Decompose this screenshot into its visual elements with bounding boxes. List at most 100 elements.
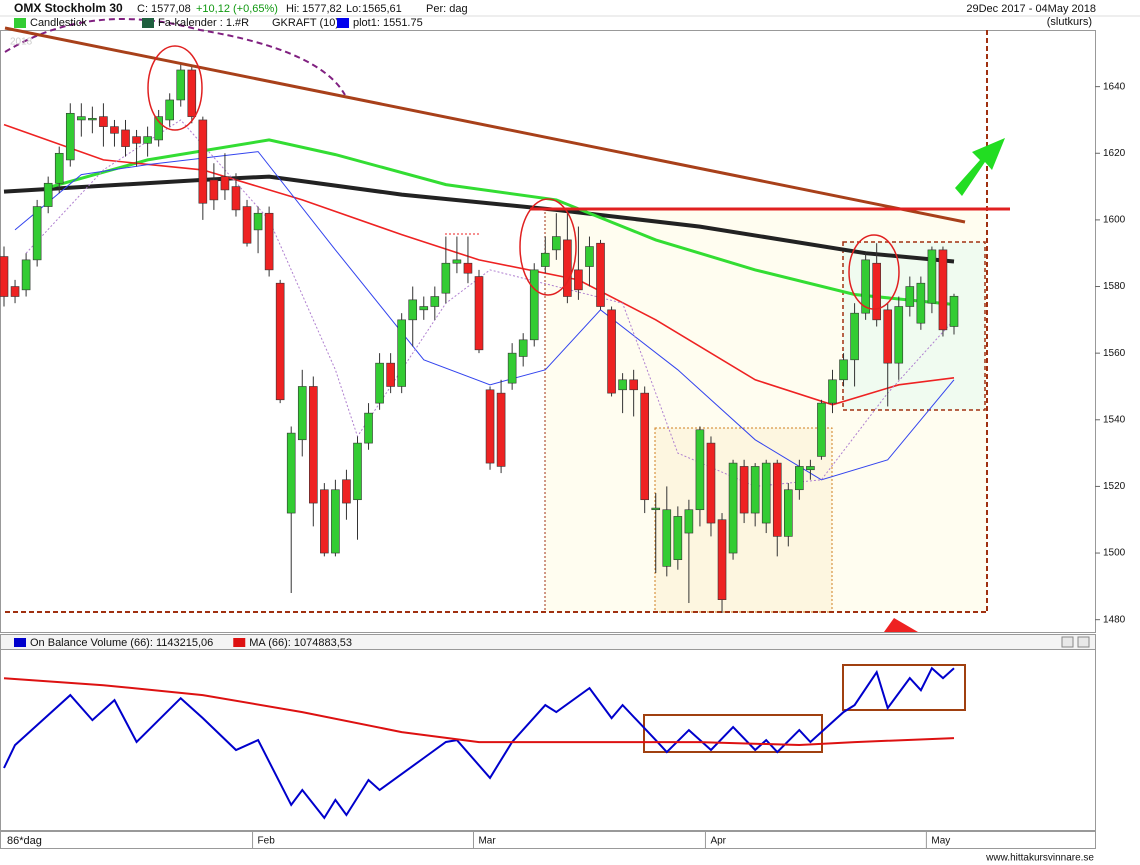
- y-tick-label: 1480: [1103, 614, 1126, 625]
- quote-label: Lo:: [346, 3, 361, 15]
- obv-layer: [3, 666, 955, 820]
- obv-box: [842, 664, 966, 711]
- legend-label: MA (66): 1074883,53: [249, 637, 352, 649]
- candle-body: [77, 116, 86, 121]
- candle-body: [176, 69, 186, 101]
- legend-label: Candlestick: [30, 17, 87, 29]
- x-tick-label: Feb: [258, 836, 276, 847]
- candle-body: [386, 362, 395, 387]
- settings-icon[interactable]: [1061, 636, 1074, 648]
- candle-body: [894, 306, 904, 364]
- moving-average: [47, 138, 955, 306]
- candle-body: [706, 442, 716, 524]
- candle-body: [750, 466, 760, 514]
- candle-body: [32, 206, 42, 261]
- y-tick-label: 1540: [1103, 414, 1126, 425]
- candle-body: [574, 269, 583, 291]
- candle-body: [496, 392, 506, 467]
- candle-body: [739, 466, 749, 514]
- candle-body: [419, 306, 429, 311]
- candle-body: [286, 432, 296, 514]
- candle-body: [949, 295, 959, 327]
- arc-annotation: [4, 18, 346, 96]
- quote-value: 1565,61: [362, 3, 402, 15]
- candle-body: [795, 466, 804, 491]
- candle-body: [695, 429, 705, 511]
- y-tick-label: 1580: [1103, 281, 1126, 292]
- highlight-circle: [519, 198, 577, 296]
- candle-body: [452, 259, 462, 264]
- candle-body: [132, 136, 141, 144]
- candle-body: [474, 276, 484, 351]
- candle-body: [88, 117, 97, 121]
- candle-body: [905, 286, 915, 307]
- candle-body: [784, 489, 793, 537]
- candle-body: [518, 339, 528, 357]
- candle-body: [430, 296, 440, 307]
- candle-body: [728, 462, 738, 554]
- close-icon[interactable]: [1077, 636, 1090, 648]
- x-tick-label: Apr: [710, 836, 726, 847]
- candle-body: [673, 516, 683, 561]
- candle-body: [209, 179, 219, 201]
- up-arrow: [955, 138, 1005, 196]
- candle-body: [353, 442, 362, 501]
- candle-body: [143, 136, 152, 144]
- date-range: 29Dec 2017 - 04May 2018: [966, 3, 1096, 15]
- candle-body: [231, 186, 241, 211]
- y-tick-label: 1560: [1103, 348, 1126, 359]
- legend-swatch: [233, 638, 246, 647]
- candle-body: [485, 389, 495, 464]
- x-tick-label: May: [931, 836, 950, 847]
- x-tick-label: Mar: [478, 836, 496, 847]
- candle-body: [817, 402, 826, 457]
- candle-body: [408, 299, 418, 321]
- candle-body: [761, 462, 771, 524]
- candle-body: [927, 249, 937, 304]
- candle-body: [342, 479, 351, 504]
- footer: www.hittakursvinnare.se: [985, 853, 1094, 864]
- highlight-circle: [848, 234, 900, 310]
- candle-body: [684, 509, 694, 534]
- legend-label: GKRAFT (10): [272, 17, 339, 29]
- candle-body: [806, 466, 815, 471]
- indicator-line: [3, 666, 955, 820]
- candle-body: [43, 182, 53, 207]
- candle-body: [309, 386, 318, 504]
- legend-label: On Balance Volume (66): 1143215,06: [30, 637, 213, 649]
- candle-body: [242, 206, 252, 244]
- candle-body: [872, 262, 881, 321]
- chart-title: OMX Stockholm 30: [14, 1, 123, 15]
- candle-body: [187, 69, 197, 117]
- time-axis: [0, 831, 1096, 849]
- candle-body: [121, 129, 130, 147]
- marker-triangle: [884, 618, 918, 632]
- candle-body: [938, 249, 948, 331]
- candle-body: [596, 242, 605, 307]
- candle-body: [297, 386, 307, 441]
- quote-label: Hi:: [286, 3, 299, 15]
- candle-body: [463, 262, 473, 274]
- legend-swatch: [337, 18, 349, 28]
- candle-body: [883, 309, 893, 364]
- candle-body: [629, 379, 638, 391]
- candle-body: [10, 286, 20, 297]
- candle-body: [772, 462, 782, 537]
- candle-body: [850, 312, 859, 361]
- y-tick-label: 1520: [1103, 481, 1126, 492]
- candle-body: [65, 112, 75, 161]
- quote-period: Per: dag: [426, 3, 468, 15]
- legend-swatch: [14, 18, 26, 28]
- candle-body: [540, 252, 550, 267]
- candle-body: [99, 116, 108, 127]
- candle-body: [331, 489, 340, 554]
- candle-body: [916, 282, 926, 324]
- candle-body: [441, 262, 451, 294]
- candle-body: [563, 239, 572, 297]
- candle-body: [110, 126, 119, 134]
- candle-body: [607, 309, 616, 394]
- candle-body: [717, 519, 727, 600]
- y-tick-label: 1600: [1103, 215, 1126, 226]
- candle-body: [529, 269, 539, 341]
- candle-body: [165, 99, 174, 121]
